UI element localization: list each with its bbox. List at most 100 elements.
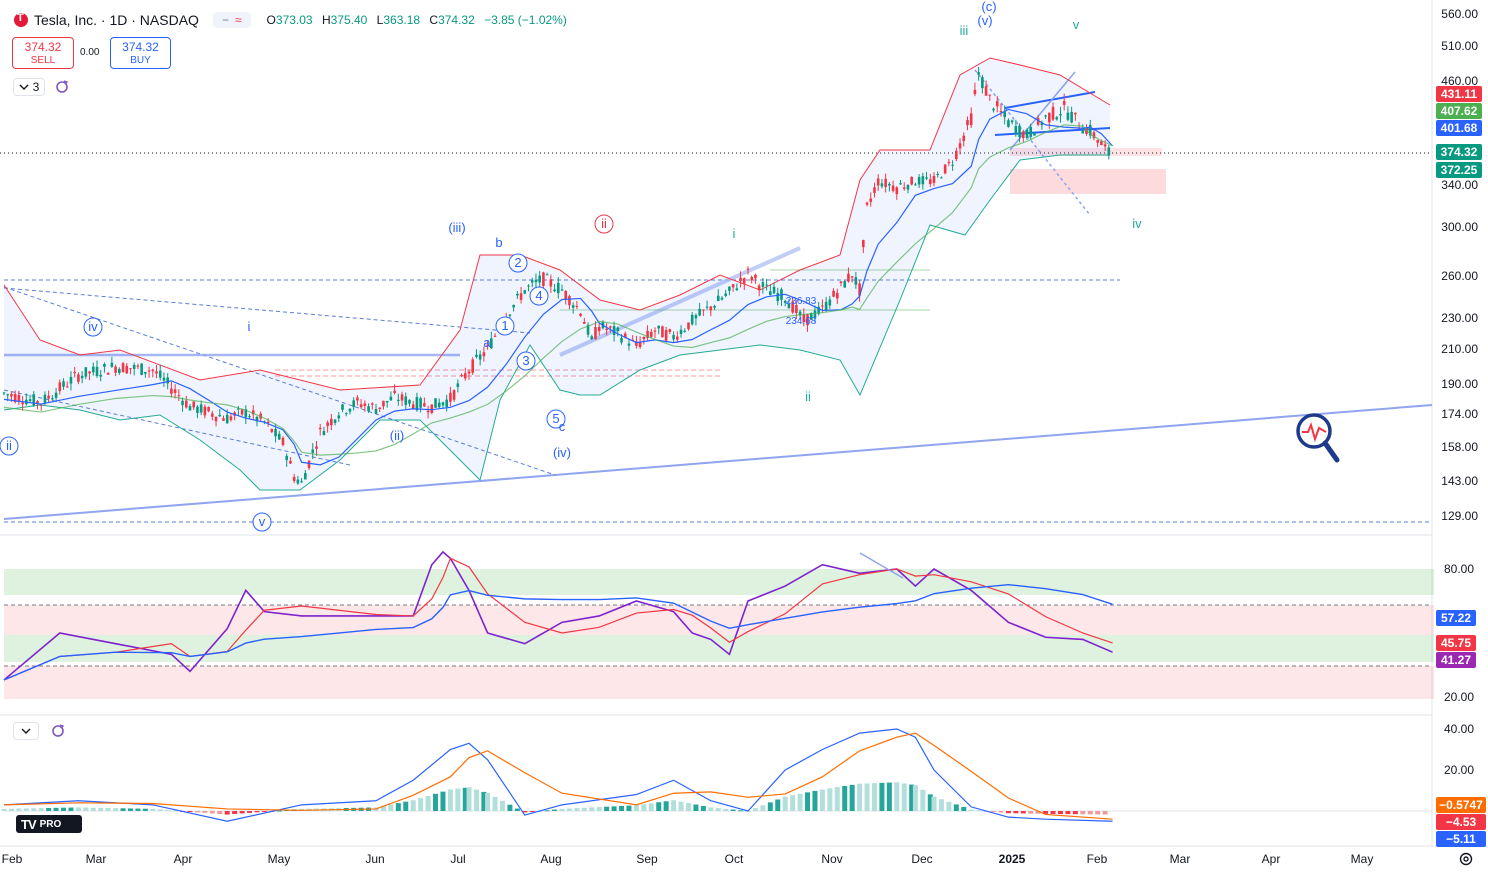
price-badge xyxy=(1436,144,1482,160)
macd-histogram-bar xyxy=(507,804,513,811)
time-axis-label: Jun xyxy=(365,852,384,866)
price-axis-label: 300.00 xyxy=(1441,220,1478,234)
candle-body xyxy=(508,314,512,316)
macd-histogram-bar xyxy=(641,804,647,811)
display-toggle[interactable]: − ≈ xyxy=(212,12,251,28)
macd-histogram-bar xyxy=(611,806,617,811)
candle-body xyxy=(824,301,828,311)
candle-body xyxy=(88,371,91,374)
candle-body xyxy=(623,333,627,338)
bollinger-upper xyxy=(3,57,1111,391)
bollinger-fill xyxy=(4,58,1110,490)
candle-body xyxy=(943,164,947,174)
candle-body xyxy=(136,365,140,367)
macd-badge xyxy=(1436,814,1486,830)
indicators-collapse-button[interactable]: 3 xyxy=(13,78,45,96)
price-axis-label: 260.00 xyxy=(1441,269,1478,283)
rsi-badge-label: 57.22 xyxy=(1441,611,1471,625)
candle-body xyxy=(255,416,259,422)
macd-histogram-bar xyxy=(529,811,535,812)
candle-body xyxy=(274,428,277,437)
time-axis-label: Mar xyxy=(86,852,107,866)
candle-body xyxy=(389,396,393,401)
wave-label: a xyxy=(483,335,491,350)
macd-histogram-bar xyxy=(440,791,446,811)
macd-histogram-bar xyxy=(834,787,840,811)
candle-body xyxy=(947,161,951,164)
macd-histogram-bar xyxy=(715,808,721,811)
macd-histogram-bar xyxy=(1028,811,1034,814)
candle-body xyxy=(906,184,910,190)
toggle-approx-icon[interactable]: ≈ xyxy=(234,13,242,27)
candle-body xyxy=(166,377,169,384)
gear-icon[interactable] xyxy=(1458,851,1474,867)
wave-label-circle xyxy=(495,316,515,336)
candle-body xyxy=(419,398,422,408)
macd-histogram-bar xyxy=(514,808,520,811)
candle-body xyxy=(657,325,661,329)
price-axis-label: 340.00 xyxy=(1441,178,1478,192)
candle-body xyxy=(534,279,538,283)
macd-histogram-bar xyxy=(403,801,409,811)
candle-body xyxy=(609,326,612,328)
macd-histogram-bar xyxy=(685,803,691,811)
candle-body xyxy=(742,278,746,284)
sell-button[interactable]: 374.32 SELL xyxy=(12,37,74,69)
candle-body xyxy=(300,481,303,483)
candle-body xyxy=(809,313,813,320)
macd-histogram-bar xyxy=(938,799,944,811)
macd-collapse-button[interactable] xyxy=(13,722,39,740)
candle-body xyxy=(385,400,389,403)
candle-body xyxy=(538,275,541,283)
wave-label: c xyxy=(559,419,566,434)
candle-body xyxy=(318,427,322,430)
rsi-badge xyxy=(1436,635,1476,651)
candle-body xyxy=(415,397,419,411)
macd-histogram-bar xyxy=(1080,811,1086,815)
buy-price: 374.32 xyxy=(122,40,159,54)
candle-body xyxy=(80,375,84,379)
candle-body xyxy=(955,150,958,160)
macd-histogram-bar xyxy=(150,808,156,811)
candle-body xyxy=(158,370,162,378)
candle-body xyxy=(211,413,214,417)
candle-body xyxy=(344,413,348,415)
macd-histogram-bar xyxy=(626,805,632,811)
toggle-minus-icon[interactable]: − xyxy=(221,13,229,27)
candle-body xyxy=(125,365,129,374)
candle-body xyxy=(1007,120,1010,127)
candle-body xyxy=(359,404,363,408)
rsi-line xyxy=(3,550,1113,681)
low-value: 363.18 xyxy=(383,13,421,27)
ohlc-values: O373.03 H375.40 L363.18 C374.32 −3.85 (−… xyxy=(267,13,567,27)
pro-badge: PRO xyxy=(39,818,62,830)
macd-histogram-bar xyxy=(53,807,59,811)
macd-histogram-bar xyxy=(574,808,580,811)
candle-body xyxy=(404,396,408,405)
macd-histogram-bar xyxy=(559,808,565,811)
candle-body xyxy=(757,285,761,291)
wave-label: v xyxy=(1073,17,1080,32)
rsi-overbought-zone xyxy=(4,569,1434,595)
candle-body xyxy=(638,341,642,348)
reload-macd-button[interactable] xyxy=(47,722,69,740)
symbol-header: Tesla, Inc. · 1D · NASDAQ − ≈ O373.03 H3… xyxy=(14,9,567,31)
candle-body xyxy=(296,479,300,484)
macd-histogram-bar xyxy=(767,802,773,811)
magnifier-icon xyxy=(1296,413,1332,449)
candle-body xyxy=(806,314,809,326)
tradingview-logo[interactable]: TV PRO xyxy=(16,815,82,833)
candle-body xyxy=(560,289,564,291)
candle-body xyxy=(586,324,590,335)
candle-body xyxy=(1055,117,1059,120)
reload-indicators-button[interactable] xyxy=(51,78,73,96)
candle-body xyxy=(467,371,471,374)
buy-button[interactable]: 374.32 BUY xyxy=(110,37,171,69)
candle-body xyxy=(382,400,385,407)
time-axis-label: Sep xyxy=(636,852,658,866)
candle-body xyxy=(553,289,556,292)
symbol-title[interactable]: Tesla, Inc. · 1D · NASDAQ xyxy=(34,12,199,28)
candle-body xyxy=(649,331,653,337)
macd-histogram-bar xyxy=(752,808,758,811)
